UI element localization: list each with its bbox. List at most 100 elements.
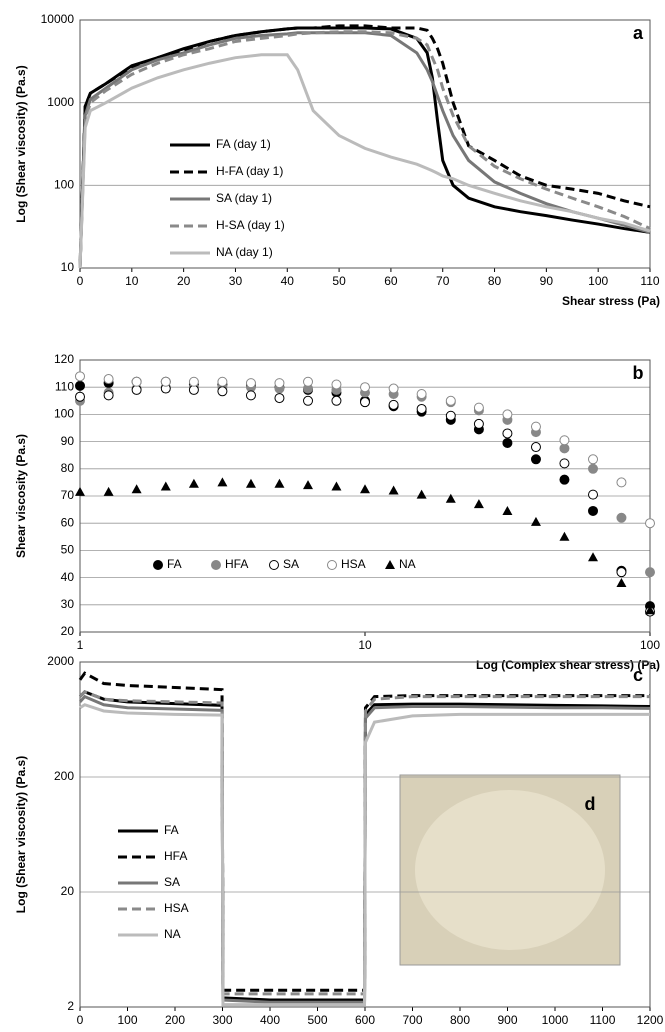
series-line [78,53,651,269]
x-tick-label: 400 [260,1013,280,1027]
data-point [103,486,114,496]
data-point [445,395,456,406]
data-point [188,478,199,488]
x-tick-label: 600 [355,1013,375,1027]
data-point [559,435,570,446]
legend-label: NA (day 1) [216,245,273,259]
legend-label: NA [399,557,416,571]
inset-photo-content [415,790,605,950]
series-line [78,31,651,269]
x-tick-label: 70 [436,274,450,288]
legend-label: H-FA (day 1) [216,164,283,178]
series-line [78,30,651,269]
data-point [360,382,370,393]
x-tick-label: 1200 [637,1013,664,1027]
data-point [588,552,599,562]
data-point [188,376,199,387]
data-point [388,485,399,495]
data-point [360,484,370,494]
data-point [616,578,627,588]
y-tick-label: 110 [55,379,74,393]
x-tick-label: 10 [125,274,139,288]
data-point [245,378,256,389]
data-point [75,391,85,402]
data-point [131,384,142,395]
y-tick-label: 80 [61,461,75,475]
y-axis-label: Log (Shear viscosity) (Pa.s) [14,65,28,222]
x-tick-label: 100 [117,1013,137,1027]
x-tick-label: 700 [402,1013,422,1027]
data-point [559,458,570,469]
x-tick-label: 20 [177,274,191,288]
plot-frame [79,19,651,269]
data-point [274,393,285,404]
data-point [75,380,85,391]
x-tick-label: 0 [77,274,84,288]
legend-swatch [269,560,279,570]
y-tick-label: 40 [61,570,75,584]
legend-label: SA [164,875,180,889]
data-point [530,442,541,453]
panel-label: a [633,23,644,43]
legend-label: FA [164,823,179,837]
data-point [502,437,513,448]
data-point [360,397,370,408]
x-tick-label: 1 [77,638,84,652]
data-point [502,505,513,515]
data-point [303,395,314,406]
series-line [78,26,651,269]
data-point [103,390,114,401]
plot-frame [79,661,651,1008]
data-point [473,418,484,429]
data-point [588,454,599,465]
plot-frame [79,359,651,633]
y-tick-label: 60 [61,515,75,529]
x-tick-label: 100 [588,274,608,288]
y-tick-label: 120 [54,352,74,366]
data-point [388,383,399,394]
data-point [388,399,399,410]
data-point [616,512,627,523]
data-point [530,454,541,465]
data-point [131,376,142,387]
data-point [245,478,256,488]
data-point [616,567,627,578]
data-point [588,463,599,474]
inset-label: d [585,794,596,814]
data-point [445,493,456,503]
x-tick-label: 1100 [590,1013,616,1027]
y-tick-label: 10000 [41,12,75,26]
x-tick-label: 300 [212,1013,232,1027]
x-tick-label: 500 [307,1013,327,1027]
data-point [303,480,314,490]
series-line [79,703,650,1007]
y-tick-label: 10 [61,260,75,274]
data-point [616,477,627,488]
legend-swatch [327,560,337,570]
data-point [645,605,655,615]
x-tick-label: 1000 [542,1013,569,1027]
x-tick-label: 90 [540,274,554,288]
data-point [588,489,599,500]
legend-swatch [385,560,395,569]
x-tick-label: 200 [165,1013,185,1027]
data-point [331,481,342,491]
data-point [131,484,142,494]
x-tick-label: 50 [332,274,346,288]
x-tick-label: 30 [229,274,243,288]
data-point [559,443,570,454]
legend-label: NA [164,927,181,941]
panel-label: b [633,363,644,383]
legend-swatch [211,560,221,570]
y-tick-label: 100 [54,178,74,192]
y-tick-label: 2 [67,999,74,1013]
data-point [160,376,171,387]
y-tick-label: 1000 [47,95,74,109]
x-tick-label: 800 [450,1013,470,1027]
data-point [559,474,570,485]
y-axis-label: Shear viscosity (Pa.s) [14,434,28,558]
panel-label: c [633,665,643,685]
data-point [217,386,228,397]
legend-label: HSA [341,557,366,571]
